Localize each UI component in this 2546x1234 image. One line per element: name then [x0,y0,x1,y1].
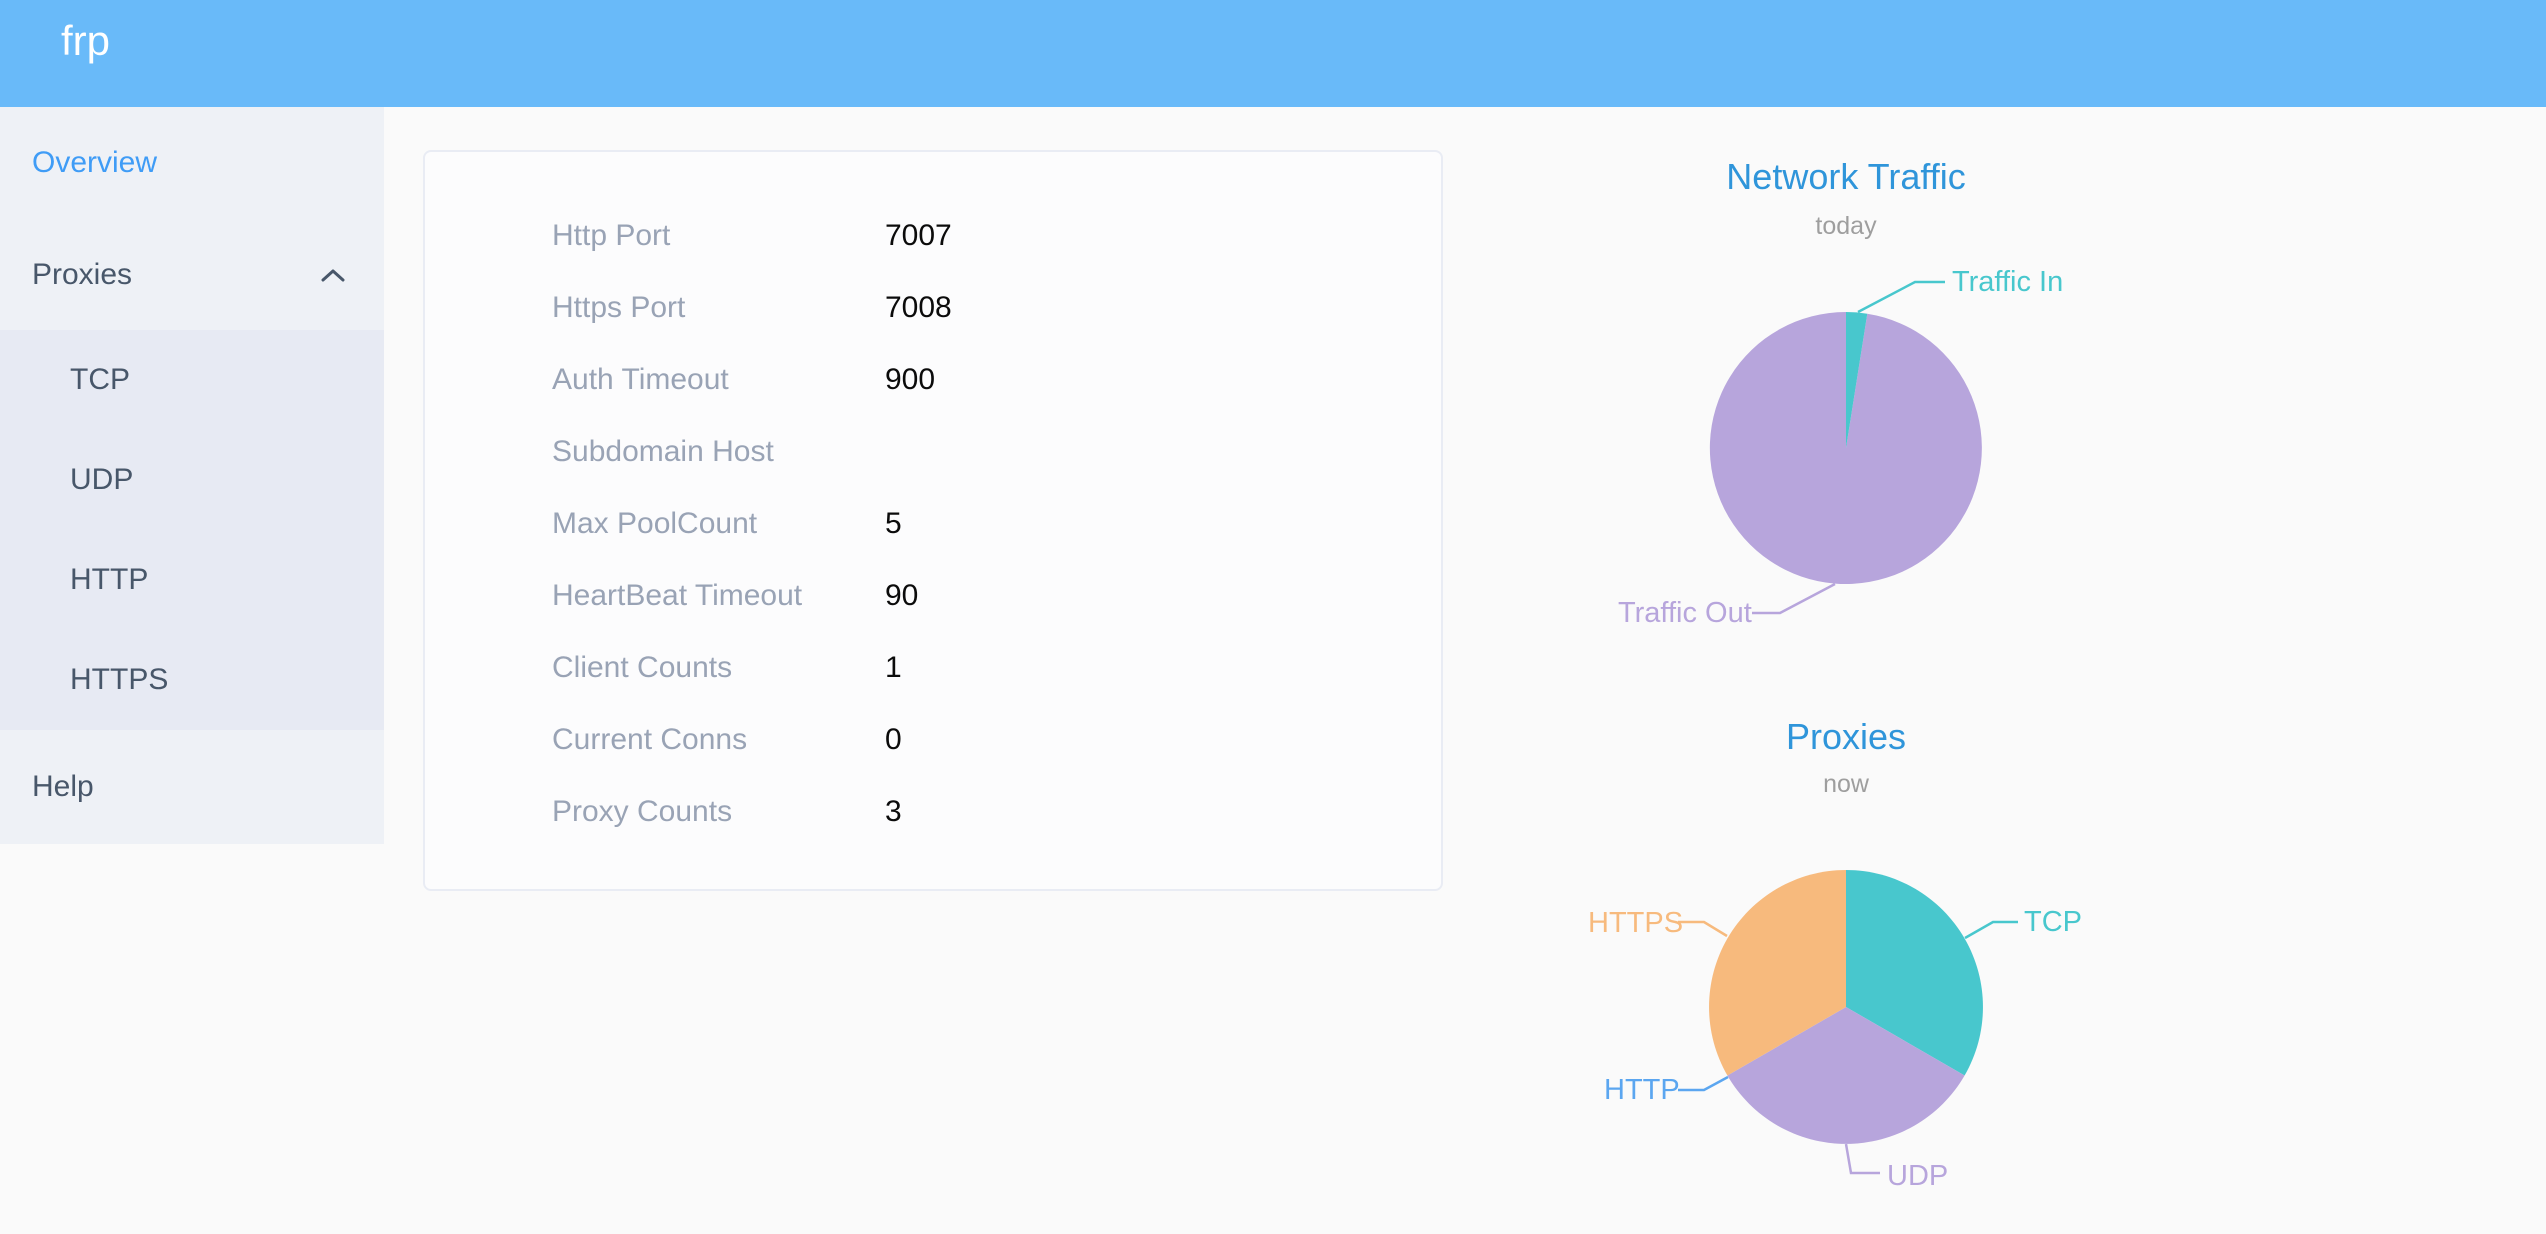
server-info-card: Http Port 7007 Https Port 7008 Auth Time… [423,150,1443,891]
table-row: Https Port 7008 [425,272,1441,344]
table-row: Current Conns 0 [425,704,1441,776]
row-value: 5 [885,507,902,540]
network-traffic-chart-subtitle: today [1815,212,1877,240]
row-label: Http Port [552,219,671,252]
sidebar-item-label: TCP [70,363,130,396]
table-row: Auth Timeout 900 [425,344,1441,416]
pie-label-http: HTTP [1604,1074,1680,1106]
pie-label-traffic-in: Traffic In [1952,266,2064,298]
row-label: Max PoolCount [552,507,758,540]
row-label: Https Port [552,291,686,324]
label-line-udp [1844,1143,1880,1175]
row-label: Proxy Counts [552,795,733,828]
pie-slice-udp [1727,1007,1965,1144]
row-value: 7008 [885,291,952,324]
app-header: frp [0,0,2546,107]
pie-label-udp: UDP [1887,1160,1949,1192]
pie-label-https: HTTPS [1588,907,1684,939]
table-row: Http Port 7007 [425,200,1441,272]
server-info-table: Http Port 7007 Https Port 7008 Auth Time… [425,200,1441,848]
label-line-traffic-in [1857,280,1945,314]
proxies-chart-title: Proxies [1785,716,1907,757]
row-label: Subdomain Host [552,435,774,468]
row-value: 3 [885,795,902,828]
label-line-http [1678,1075,1729,1092]
sidebar-item-label: Help [32,770,94,803]
table-row: Client Counts 1 [425,632,1441,704]
pie-label-traffic-out: Traffic Out [1618,597,1752,629]
sidebar-item-label: HTTP [70,563,149,596]
row-label: Client Counts [552,651,733,684]
pie-slice-tcp [1846,870,1983,1076]
sidebar-submenu-proxies: TCP UDP HTTP HTTPS [0,330,384,730]
proxies-chart-subtitle: now [1823,770,1869,798]
chevron-up-icon [321,269,345,282]
app-logo: frp [61,17,111,64]
row-label: Current Conns [552,723,748,756]
table-row: HeartBeat Timeout 90 [425,560,1441,632]
sidebar-item-tcp[interactable]: TCP [0,330,384,430]
row-label: Auth Timeout [552,363,729,396]
sidebar-item-label: Overview [32,146,158,179]
sidebar-item-overview[interactable]: Overview [0,107,384,219]
label-line-tcp [1964,920,2018,940]
pie-slice-https [1709,870,1846,1076]
row-value: 0 [885,723,902,756]
row-value: 900 [885,363,936,396]
table-row: Subdomain Host [425,416,1441,488]
network-traffic-chart-title: Network Traffic [1726,156,1966,197]
table-row: Max PoolCount 5 [425,488,1441,560]
row-label: HeartBeat Timeout [552,579,803,612]
label-line-traffic-out [1752,582,1836,615]
sidebar-item-help[interactable]: Help [0,730,384,843]
sidebar-item-label: UDP [70,463,134,496]
sidebar-item-http[interactable]: HTTP [0,530,384,630]
table-row: Proxy Counts 3 [425,776,1441,848]
sidebar-item-https[interactable]: HTTPS [0,630,384,730]
sidebar-item-label: Proxies [32,258,133,291]
sidebar-item-label: HTTPS [70,663,169,696]
row-value: 90 [885,579,919,612]
pie-slice-traffic-out [1709,311,1982,584]
sidebar-item-udp[interactable]: UDP [0,430,384,530]
sidebar-item-proxies[interactable]: Proxies [0,219,384,331]
sidebar-nav: Overview Proxies TCP UDP HTTP HTTPS Help [0,107,384,844]
pie-slice-traffic-in [1846,312,1868,448]
row-value: 7007 [885,219,952,252]
row-value: 1 [885,651,902,684]
pie-label-tcp: TCP [2024,906,2082,938]
label-line-https [1678,920,1728,938]
